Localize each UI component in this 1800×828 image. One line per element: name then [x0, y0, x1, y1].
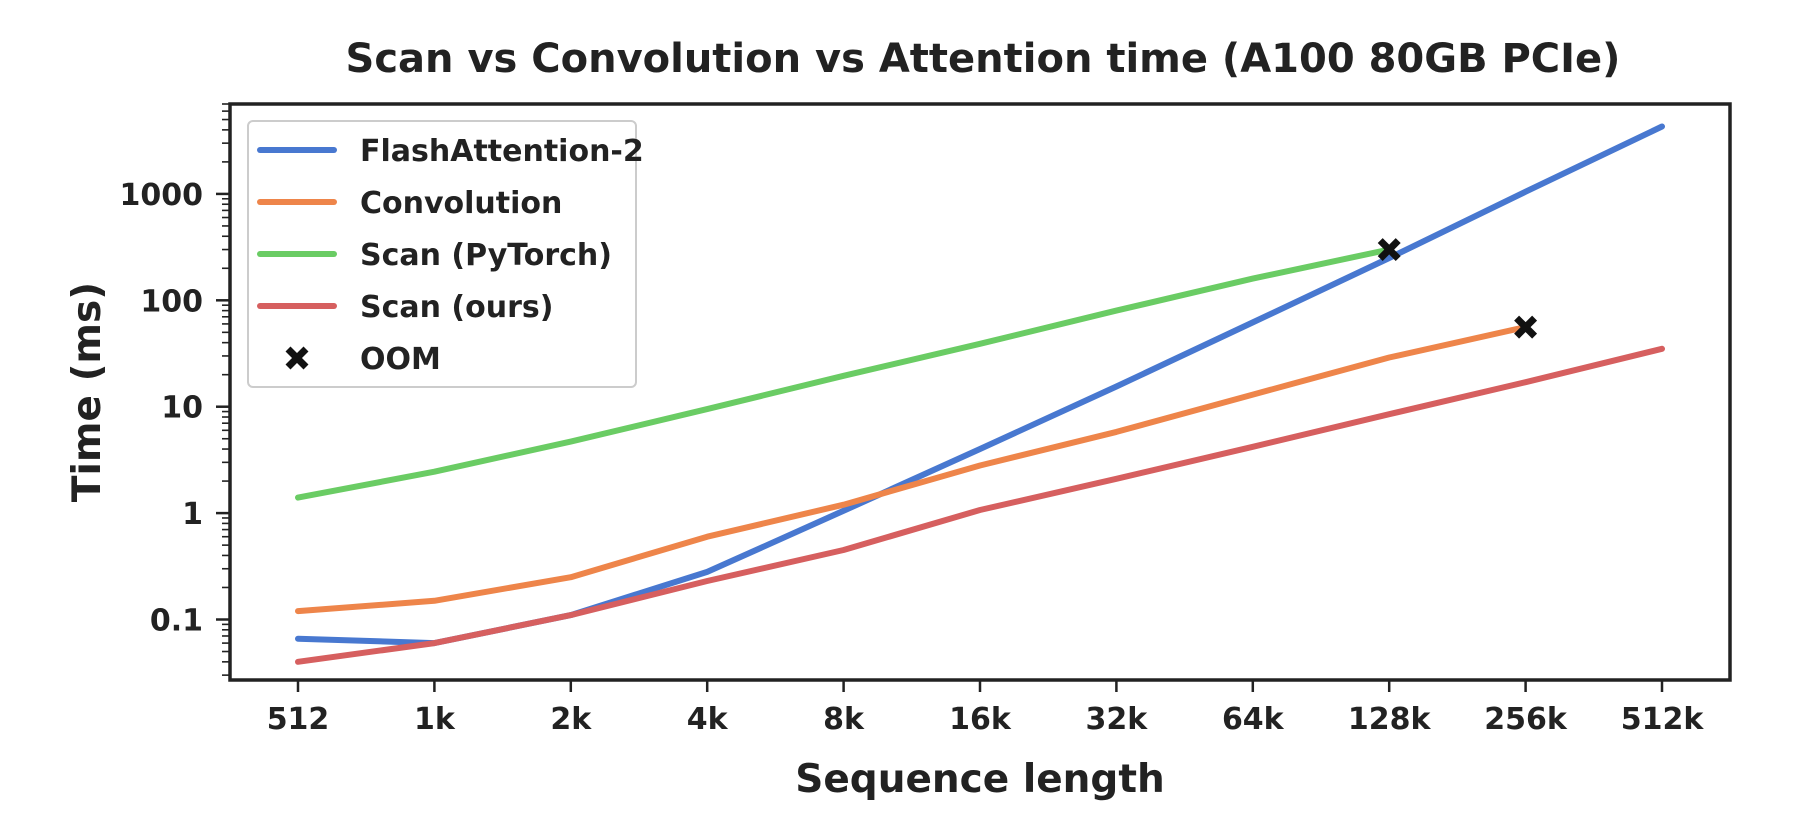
y-tick-label-100: 100: [140, 284, 203, 319]
series-line-convolution: [295, 324, 1529, 615]
legend-item-flashattention-2: FlashAttention-2: [257, 134, 644, 169]
legend-item-scan-ours: Scan (ours): [257, 290, 553, 325]
y-tick-label-1: 1: [182, 497, 203, 532]
x-tick-label-256k: 256k: [1484, 702, 1568, 737]
x-axis-label: Sequence length: [795, 757, 1165, 802]
chart-title: Scan vs Convolution vs Attention time (A…: [346, 36, 1621, 82]
y-tick-label-0.1: 0.1: [150, 603, 203, 638]
legend-item-convolution: Convolution: [257, 186, 562, 221]
x-tick-label-128k: 128k: [1348, 702, 1432, 737]
y-axis-label: Time (ms): [65, 282, 110, 502]
series-line-scan-pytorch: [295, 246, 1393, 501]
x-tick-label-512: 512: [267, 702, 330, 737]
y-tick-label-1000: 1000: [120, 178, 204, 213]
legend-label-oom: OOM: [360, 342, 441, 377]
marker-layer: [1377, 238, 1538, 339]
legend-label-flashattention-2: FlashAttention-2: [360, 134, 644, 169]
legend-label-scan-pytorch: Scan (PyTorch): [360, 238, 612, 273]
legend-label-convolution: Convolution: [360, 186, 562, 221]
x-tick-label-512k: 512k: [1621, 702, 1705, 737]
x-tick-label-4k: 4k: [687, 702, 729, 737]
legend-item-scan-pytorch: Scan (PyTorch): [257, 238, 612, 273]
legend-frame: [247, 120, 637, 388]
x-tick-label-1k: 1k: [414, 702, 456, 737]
series-layer: [295, 123, 1665, 665]
x-tick-label-2k: 2k: [550, 702, 592, 737]
x-tick-label-64k: 64k: [1222, 702, 1285, 737]
y-tick-label-10: 10: [161, 391, 203, 426]
ticks: 512 1k 2k 4k 8k 16k 32k 64k 128k 256k 512k 0.1 1 10 10…: [120, 103, 1705, 737]
legend: FlashAttention-2 Convolution Scan (PyTorch…: [247, 120, 644, 388]
plot-frame: [228, 102, 1732, 682]
x-tick-label-32k: 32k: [1086, 702, 1149, 737]
legend-item-oom: OOM: [285, 342, 441, 377]
legend-label-scan-ours: Scan (ours): [360, 290, 553, 325]
oom-marker-256k: [1514, 315, 1538, 339]
x-tick-label-8k: 8k: [823, 702, 865, 737]
series-line-scan-ours: [295, 345, 1665, 665]
oom-marker-128k: [1377, 238, 1401, 262]
x-tick-label-16k: 16k: [949, 702, 1012, 737]
